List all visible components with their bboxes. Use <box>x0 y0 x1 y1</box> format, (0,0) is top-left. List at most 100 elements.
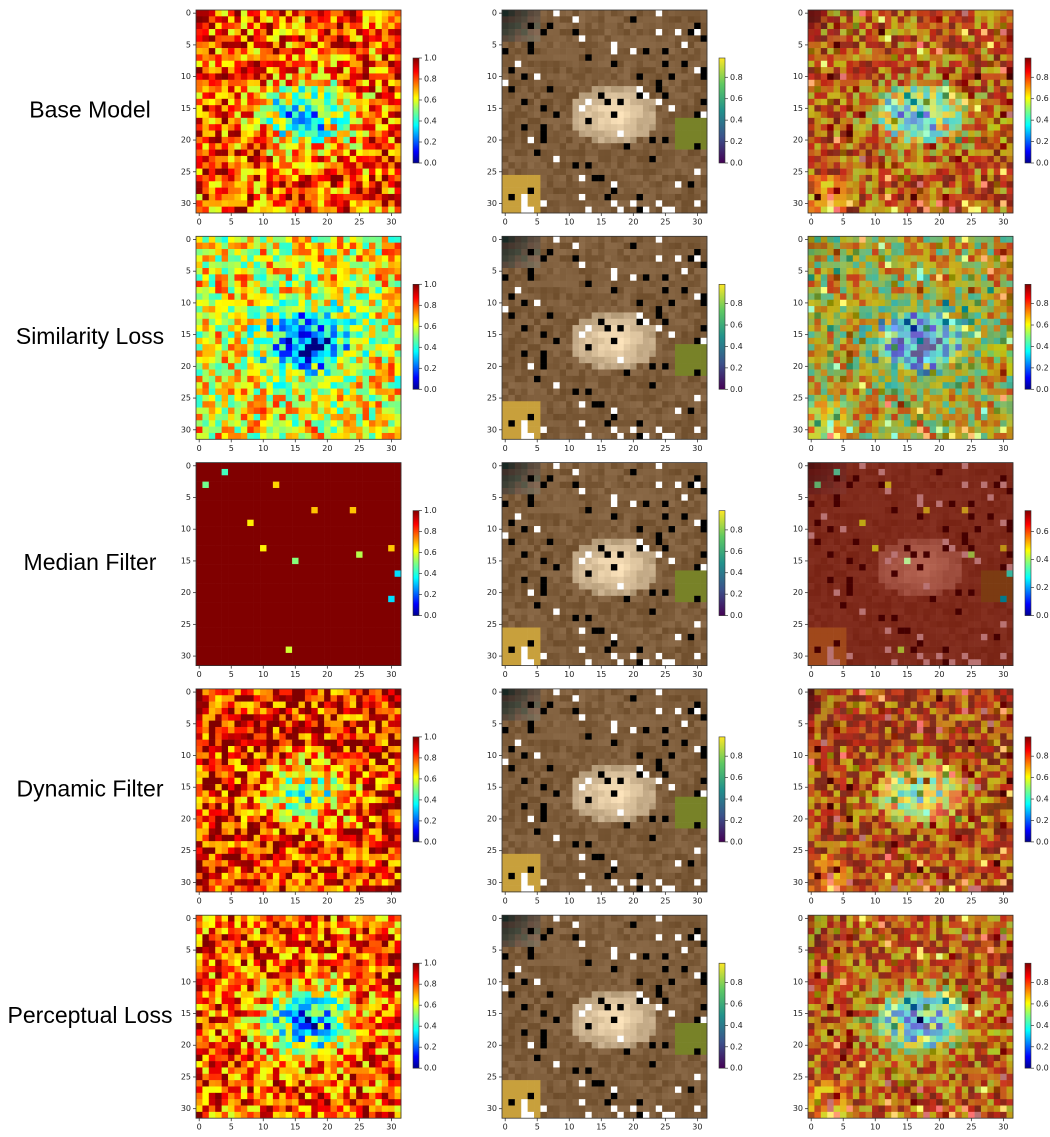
pixel <box>311 338 318 345</box>
pixel <box>840 156 847 163</box>
pixel <box>350 331 357 338</box>
pixel <box>624 156 631 163</box>
pixel <box>814 10 821 17</box>
pixel <box>681 331 688 338</box>
pixel <box>515 92 522 99</box>
pixel <box>247 175 254 182</box>
pixel <box>669 99 676 106</box>
pixel <box>547 99 554 106</box>
pixel <box>643 300 650 307</box>
pixel <box>318 118 325 125</box>
pixel <box>222 23 229 30</box>
pixel <box>662 67 669 74</box>
pixel <box>669 48 676 55</box>
pixel <box>356 67 363 74</box>
pixel <box>331 10 338 17</box>
pixel <box>662 61 669 68</box>
pixel <box>643 274 650 281</box>
pixel <box>821 54 828 61</box>
pixel <box>222 16 229 23</box>
pixel <box>337 156 344 163</box>
pixel <box>234 357 241 364</box>
pixel <box>688 255 695 262</box>
pixel <box>611 143 618 150</box>
pixel <box>994 175 1001 182</box>
pixel <box>955 162 962 169</box>
pixel <box>363 287 370 294</box>
pixel <box>605 86 612 93</box>
pixel <box>305 408 312 415</box>
pixel <box>917 207 924 214</box>
pixel <box>292 401 299 408</box>
pixel <box>834 54 841 61</box>
pixel <box>337 10 344 17</box>
pixel <box>1007 29 1014 36</box>
pixel <box>840 118 847 125</box>
pixel <box>834 86 841 93</box>
pixel <box>369 274 376 281</box>
pixel <box>675 105 682 112</box>
pixel <box>324 281 331 288</box>
pixel <box>234 338 241 345</box>
pixel <box>898 118 905 125</box>
pixel <box>814 35 821 42</box>
pixel <box>350 131 357 138</box>
pixel <box>688 92 695 99</box>
pixel <box>943 80 950 87</box>
pixel <box>675 118 682 125</box>
pixel <box>350 344 357 351</box>
pixel <box>846 207 853 214</box>
pixel <box>611 274 618 281</box>
pixel <box>669 287 676 294</box>
pixel <box>234 433 241 440</box>
pixel <box>598 29 605 36</box>
pixel <box>962 188 969 195</box>
pixel <box>515 350 522 357</box>
pixel <box>669 357 676 364</box>
pixel <box>975 181 982 188</box>
pixel <box>656 162 663 169</box>
pixel <box>324 143 331 150</box>
pixel <box>891 137 898 144</box>
pixel <box>617 35 624 42</box>
y-tick-label: 5 <box>798 40 803 49</box>
pixel <box>981 137 988 144</box>
pixel <box>994 143 1001 150</box>
pixel <box>962 35 969 42</box>
pixel <box>547 86 554 93</box>
pixel <box>286 376 293 383</box>
pixel <box>266 124 273 131</box>
pixel <box>643 287 650 294</box>
pixel <box>196 156 203 163</box>
pixel <box>528 287 535 294</box>
pixel <box>630 112 637 119</box>
pixel <box>955 143 962 150</box>
pixel <box>675 207 682 214</box>
pixel <box>515 131 522 138</box>
pixel <box>350 395 357 402</box>
pixel <box>649 35 656 42</box>
pixel <box>502 29 509 36</box>
pixel <box>260 408 267 415</box>
pixel <box>318 331 325 338</box>
pixel <box>547 370 554 377</box>
pixel <box>975 67 982 74</box>
pixel <box>630 99 637 106</box>
pixel <box>585 293 592 300</box>
pixel <box>579 80 586 87</box>
pixel <box>266 281 273 288</box>
pixel <box>279 73 286 80</box>
pixel <box>292 194 299 201</box>
pixel <box>273 325 280 332</box>
pixel <box>279 281 286 288</box>
pixel <box>350 287 357 294</box>
pixel <box>311 112 318 119</box>
pixel <box>637 338 644 345</box>
pixel <box>247 312 254 319</box>
pixel <box>266 427 273 434</box>
pixel <box>311 86 318 93</box>
pixel <box>324 137 331 144</box>
pixel <box>388 150 395 157</box>
pixel <box>579 16 586 23</box>
pixel <box>209 338 216 345</box>
